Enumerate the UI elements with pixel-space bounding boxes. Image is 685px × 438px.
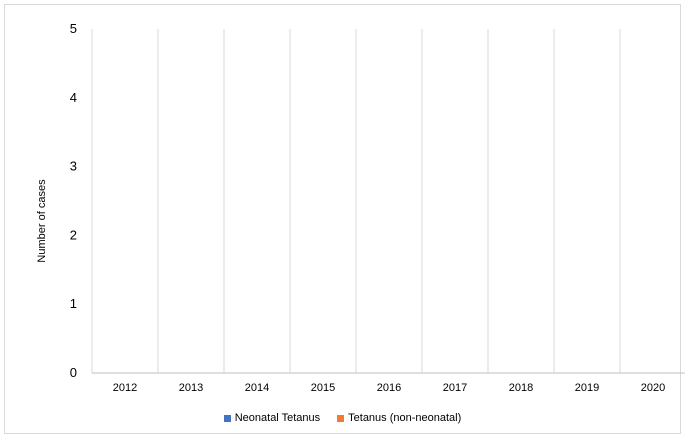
x-axis-tick-label: 2016 bbox=[377, 382, 401, 394]
legend: Neonatal Tetanus Tetanus (non-neonatal) bbox=[0, 410, 685, 426]
y-axis-title: Number of cases bbox=[36, 179, 48, 263]
grid-lines bbox=[91, 29, 621, 373]
legend-label-neonatal-tetanus: Neonatal Tetanus bbox=[234, 412, 321, 424]
y-axis-tick-label: 1 bbox=[70, 296, 77, 311]
y-axis-tick-labels: 0 1 2 3 4 5 bbox=[70, 21, 77, 380]
chart-frame bbox=[4, 4, 681, 434]
x-axis-tick-label: 2020 bbox=[641, 382, 665, 394]
y-axis-tick-label: 0 bbox=[70, 365, 77, 380]
x-axis-tick-label: 2019 bbox=[575, 382, 599, 394]
x-axis-tick-label: 2014 bbox=[245, 382, 269, 394]
y-axis-tick-label: 4 bbox=[70, 90, 77, 105]
y-axis-tick-label: 2 bbox=[70, 227, 77, 242]
x-axis-tick-label: 2018 bbox=[509, 382, 533, 394]
x-axis-tick-label: 2017 bbox=[443, 382, 467, 394]
y-axis-tick-label: 3 bbox=[70, 159, 77, 174]
legend-swatch-tetanus-non-neonatal bbox=[337, 414, 345, 422]
legend-label-tetanus-non-neonatal: Tetanus (non-neonatal) bbox=[348, 412, 462, 424]
x-axis-tick-label: 2015 bbox=[311, 382, 335, 394]
legend-item-neonatal-tetanus: Neonatal Tetanus bbox=[223, 412, 321, 424]
x-axis-tick-labels: 2012 2013 2014 2015 2016 2017 2018 2019 2020 bbox=[113, 382, 665, 394]
legend-item-tetanus-non-neonatal: Tetanus (non-neonatal) bbox=[337, 412, 461, 424]
y-axis-tick-label: 5 bbox=[70, 21, 77, 36]
x-axis-tick-label: 2012 bbox=[113, 382, 137, 394]
legend-swatch-neonatal-tetanus bbox=[223, 414, 231, 422]
x-axis-tick-label: 2013 bbox=[179, 382, 203, 394]
